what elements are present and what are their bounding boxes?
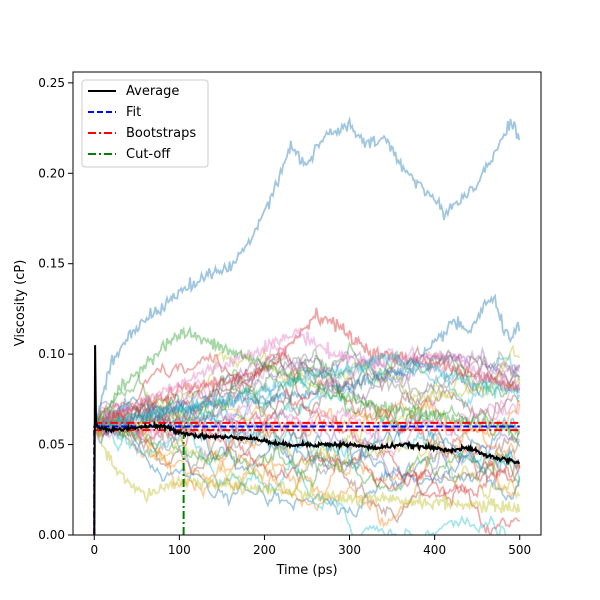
legend: Average Fit Bootstraps Cut-off: [81, 79, 209, 168]
bootstrap-run-line: [93, 402, 521, 472]
highlighted-run-line: [94, 327, 521, 429]
bootstrap-run-line: [93, 350, 521, 427]
plot-frame: [72, 71, 542, 536]
bootstrap-run-line: [93, 352, 521, 445]
bootstrap-run-line: [93, 340, 520, 433]
bootstrap-run-line: [93, 398, 521, 500]
y-axis-label: Viscosity (cP): [13, 260, 28, 347]
legend-fit-label: Fit: [126, 105, 141, 120]
bootstrap-run-line: [94, 348, 521, 428]
x-tick-label: 0: [90, 543, 98, 557]
y-tick-label: 0.05: [38, 438, 65, 452]
bootstrap-run-line: [93, 347, 521, 427]
y-tick-label: 0.20: [38, 166, 65, 180]
x-tick-label: 100: [168, 543, 191, 557]
bootstrap-run-line: [93, 343, 521, 498]
y-axis: 0.00 0.05 0.10 0.15 0.20 0.25: [38, 76, 73, 542]
x-axis-label: Time (ps): [275, 563, 337, 578]
x-tick-label: 500: [508, 543, 531, 557]
bootstrap-run-line: [93, 350, 520, 433]
bootstrap-run-line: [93, 422, 517, 535]
average-line: [93, 345, 520, 535]
x-axis: 0 100 200 300 400 500: [90, 535, 531, 557]
y-tick-label: 0.10: [38, 347, 65, 361]
bootstrap-runs: [93, 116, 521, 535]
bootstrap-run-line: [93, 380, 520, 439]
y-tick-label: 0.15: [38, 257, 65, 271]
x-tick-label: 400: [423, 543, 446, 557]
highlighted-run-line: [93, 423, 521, 514]
bootstrap-run-line: [93, 344, 521, 436]
y-tick-label: 0.00: [38, 528, 65, 542]
bootstrap-run-line: [93, 368, 521, 447]
legend-average-label: Average: [126, 84, 179, 99]
x-tick-label: 200: [253, 543, 276, 557]
highlighted-run-line: [93, 325, 521, 438]
bootstrap-run-line: [93, 398, 521, 529]
legend-cutoff-label: Cut-off: [126, 147, 171, 162]
highlighted-run-line: [94, 116, 521, 423]
highlighted-run-line: [93, 293, 521, 432]
legend-bootstraps-label: Bootstraps: [126, 126, 196, 141]
summary-lines: [93, 345, 520, 535]
bootstrap-run-line: [93, 387, 521, 506]
bootstrap-run-line: [93, 396, 521, 482]
highlighted-run-line: [93, 307, 521, 429]
legend-box: [81, 79, 209, 168]
bootstrap-run-line: [93, 346, 521, 434]
bootstrap-run-line: [94, 410, 521, 484]
x-tick-label: 300: [338, 543, 361, 557]
highlighted-run-line: [93, 350, 521, 433]
bootstrap-run-line: [93, 418, 521, 518]
y-tick-label: 0.25: [38, 76, 65, 90]
bootstrap-run-line: [93, 346, 521, 484]
